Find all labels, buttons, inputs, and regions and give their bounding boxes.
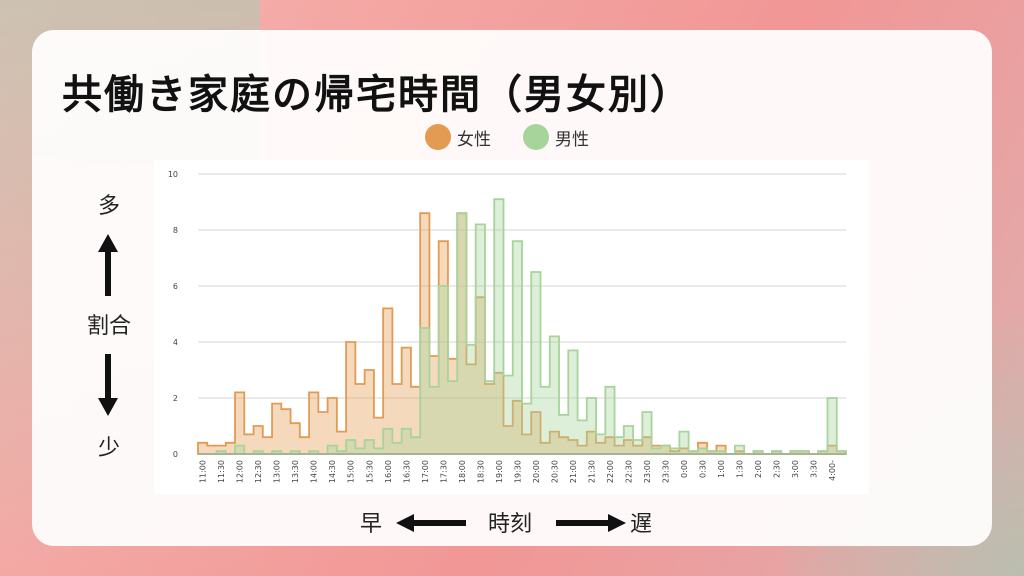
x-tick-label: 11:30	[217, 460, 226, 483]
x-tick-label: 16:30	[402, 460, 411, 483]
series-area-male	[198, 198, 847, 455]
x-side-label-row: 早 時刻 遅	[360, 506, 680, 540]
x-tick-label: 0:00	[680, 460, 689, 478]
x-tick-label: 3:00	[791, 460, 800, 478]
y-side-label-less: 少	[97, 436, 120, 461]
chart-panel: 0 2 4 6 8 10 11:00 11:30 12:00 12:30 13:00 13:30 14:…	[154, 160, 869, 494]
x-tick-label: 12:30	[254, 460, 263, 483]
x-tick-label: 18:00	[458, 460, 467, 483]
series-area-female	[197, 212, 847, 455]
x-tick-label: 19:00	[495, 460, 504, 483]
x-side-label-early: 早	[360, 512, 383, 537]
legend-item-male: 男性	[523, 124, 589, 150]
x-tick-label: 17:30	[439, 460, 448, 483]
x-tick-label: 23:00	[643, 460, 652, 483]
y-tick-label: 2	[173, 394, 178, 403]
x-tick-label: 11:00	[199, 460, 208, 483]
legend-swatch-female	[425, 124, 451, 150]
x-tick-label: 20:30	[550, 460, 559, 483]
y-tick-label: 10	[168, 170, 178, 179]
down-arrow-icon	[98, 354, 118, 416]
x-tick-label: 2:00	[754, 460, 763, 478]
x-tick-label: 14:00	[310, 460, 319, 483]
legend-label-male: 男性	[555, 129, 589, 150]
x-tick-label: 15:30	[365, 460, 374, 483]
x-tick-label: 16:00	[384, 460, 393, 483]
x-tick-label: 14:30	[328, 460, 337, 483]
legend-item-female: 女性	[425, 124, 491, 150]
legend-swatch-male	[523, 124, 549, 150]
y-tick-label: 8	[173, 226, 178, 235]
page-title: 共働き家庭の帰宅時間（男女別）	[62, 72, 692, 118]
x-tick-label: 21:30	[587, 460, 596, 483]
x-tick-label: 18:30	[476, 460, 485, 483]
x-tick-label: 13:30	[291, 460, 300, 483]
x-tick-label: 23:30	[661, 460, 670, 483]
x-tick-label: 4:00-	[828, 460, 837, 481]
x-tick-label: 15:00	[347, 460, 356, 483]
x-tick-label: 22:30	[624, 460, 633, 483]
up-arrow-icon	[98, 234, 118, 296]
y-side-label-ratio: 割合	[86, 314, 131, 339]
x-tick-label: 21:00	[569, 460, 578, 483]
x-tick-label: 17:00	[421, 460, 430, 483]
y-side-label-more: 多	[97, 194, 120, 219]
x-tick-label: 1:00	[717, 460, 726, 478]
x-tick-label: 3:30	[810, 460, 819, 478]
x-side-label-time: 時刻	[488, 512, 533, 537]
x-tick-label: 13:00	[273, 460, 282, 483]
y-tick-label: 4	[173, 338, 178, 347]
y-tick-label: 6	[173, 282, 178, 291]
x-tick-label: 20:00	[532, 460, 541, 483]
right-arrow-icon	[556, 514, 626, 532]
x-tick-label: 0:30	[699, 460, 708, 478]
x-side-label-late: 遅	[630, 512, 653, 537]
x-tick-label: 19:30	[513, 460, 522, 483]
x-tick-label: 1:30	[736, 460, 745, 478]
x-tick-label: 12:00	[236, 460, 245, 483]
x-tick-label: 2:30	[773, 460, 782, 478]
chart-legend: 女性 男性	[425, 124, 589, 150]
y-tick-label: 0	[173, 450, 178, 459]
left-arrow-icon	[396, 514, 466, 532]
legend-label-female: 女性	[457, 129, 491, 150]
chart-svg: 0 2 4 6 8 10 11:00 11:30 12:00 12:30 13:00 13:30 14:…	[168, 170, 847, 483]
x-tick-label: 22:00	[606, 460, 615, 483]
